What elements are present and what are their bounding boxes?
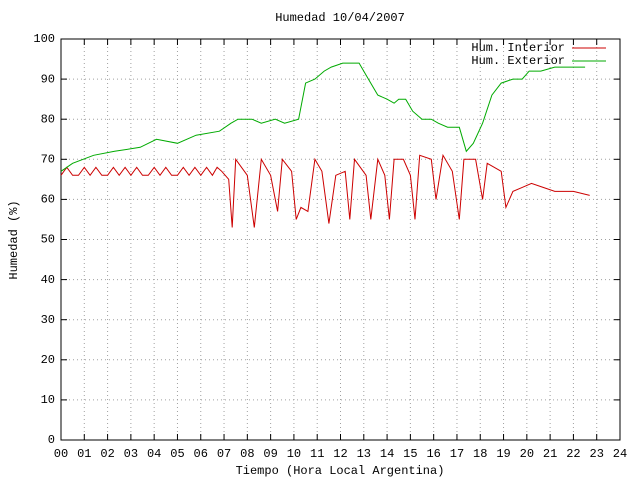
- x-tick-label: 16: [426, 447, 440, 461]
- y-tick-label: 70: [41, 152, 55, 166]
- x-tick-label: 05: [170, 447, 184, 461]
- x-tick-label: 21: [543, 447, 557, 461]
- y-tick-label: 90: [41, 72, 55, 86]
- y-tick-label: 20: [41, 353, 55, 367]
- y-axis-label: Humedad (%): [7, 200, 21, 279]
- x-tick-label: 07: [217, 447, 231, 461]
- y-tick-label: 50: [41, 233, 55, 247]
- x-tick-label: 04: [147, 447, 161, 461]
- x-tick-label: 11: [310, 447, 324, 461]
- x-tick-label: 09: [263, 447, 277, 461]
- y-tick-label: 100: [33, 32, 55, 46]
- chart-title: Humedad 10/04/2007: [275, 11, 405, 25]
- x-tick-label: 12: [333, 447, 347, 461]
- x-tick-label: 17: [450, 447, 464, 461]
- x-tick-label: 02: [100, 447, 114, 461]
- y-tick-label: 60: [41, 193, 55, 207]
- x-tick-label: 23: [590, 447, 604, 461]
- x-tick-label: 10: [287, 447, 301, 461]
- plot-frame: [60, 38, 621, 441]
- x-tick-label: 24: [613, 447, 627, 461]
- y-tick-label: 80: [41, 112, 55, 126]
- x-tick-label: 19: [496, 447, 510, 461]
- x-tick-label: 22: [566, 447, 580, 461]
- x-tick-label: 14: [380, 447, 394, 461]
- y-tick-label: 10: [41, 393, 55, 407]
- legend-label: Hum. Interior: [471, 41, 565, 55]
- y-tick-label: 0: [48, 433, 55, 447]
- y-tick-label: 40: [41, 273, 55, 287]
- x-axis-label: Tiempo (Hora Local Argentina): [236, 464, 445, 478]
- x-tick-label: 06: [194, 447, 208, 461]
- x-tick-label: 20: [520, 447, 534, 461]
- x-tick-label: 08: [240, 447, 254, 461]
- legend-label: Hum. Exterior: [471, 54, 565, 68]
- data-line: [60, 153, 590, 228]
- x-tick-label: 01: [77, 447, 91, 461]
- x-tick-label: 13: [357, 447, 371, 461]
- x-tick-label: 15: [403, 447, 417, 461]
- x-tick-label: 18: [473, 447, 487, 461]
- y-tick-label: 30: [41, 313, 55, 327]
- data-line: [60, 62, 586, 172]
- x-tick-label: 03: [124, 447, 138, 461]
- x-tick-label: 00: [54, 447, 68, 461]
